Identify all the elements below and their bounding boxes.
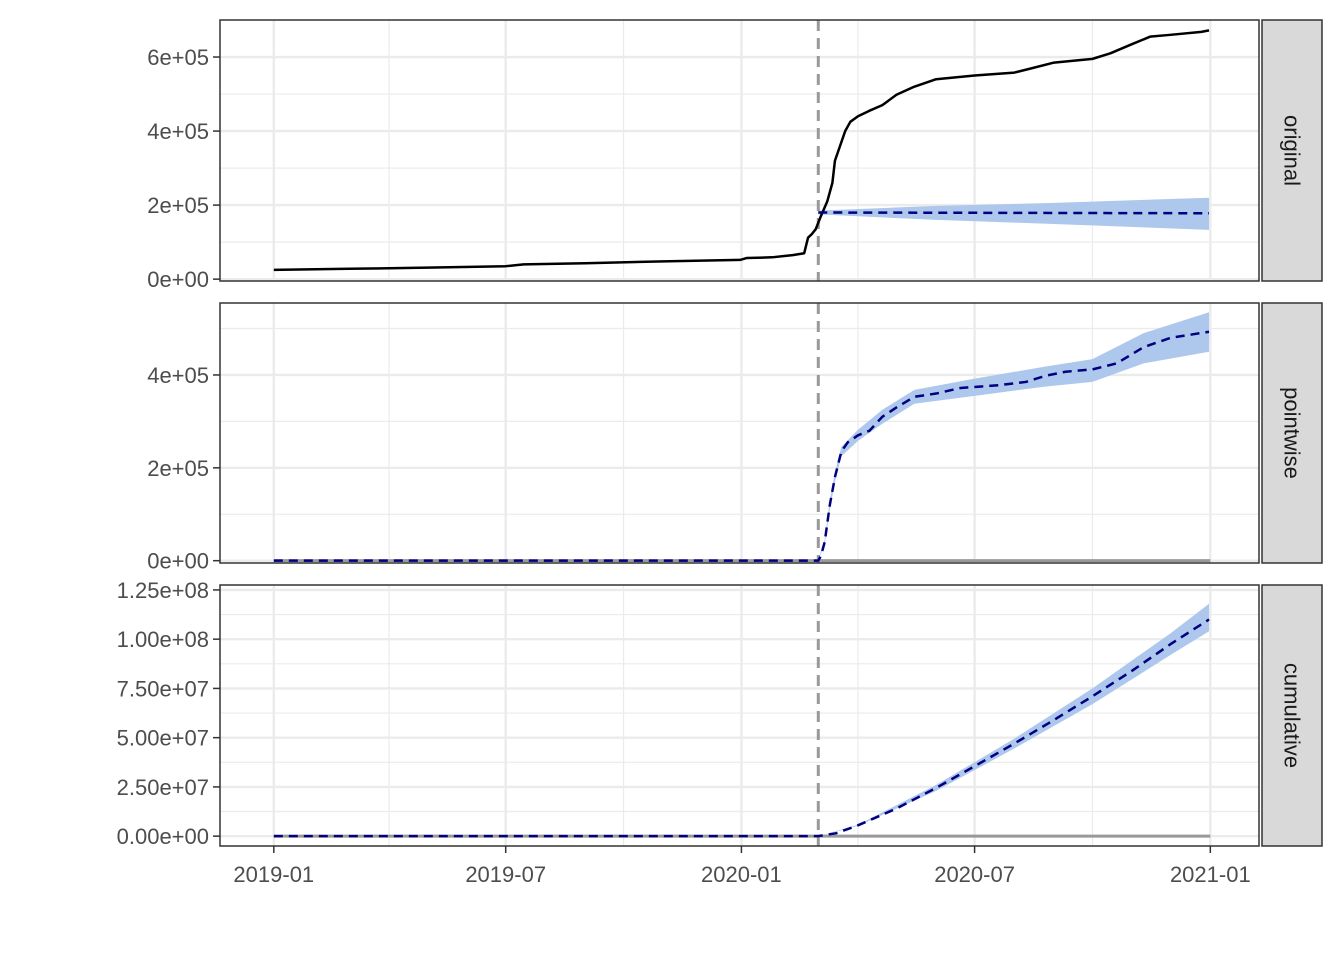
x-tick-label: 2021-01 bbox=[1170, 862, 1251, 887]
facet-strip-label: pointwise bbox=[1280, 387, 1305, 479]
x-tick-label: 2020-01 bbox=[701, 862, 782, 887]
facet-strip bbox=[1261, 302, 1323, 564]
facet-strip-label: cumulative bbox=[1280, 663, 1305, 768]
y-tick-label: 1.25e+08 bbox=[117, 578, 209, 603]
panel-original: 0e+00 2e+05 4e+05 6e+05 original bbox=[147, 19, 1323, 292]
panel-cumulative: 0.00e+00 2.50e+07 5.00e+07 7.50e+07 1.00e+08… bbox=[117, 578, 1323, 849]
y-tick-label: 6e+05 bbox=[147, 45, 209, 70]
y-tick-label: 0e+00 bbox=[147, 549, 209, 574]
facet-strip-label: original bbox=[1280, 115, 1305, 186]
facet-strip bbox=[1261, 584, 1323, 847]
x-tick-label: 2019-07 bbox=[465, 862, 546, 887]
y-tick-label: 2e+05 bbox=[147, 193, 209, 218]
y-tick-label: 0.00e+00 bbox=[117, 824, 209, 849]
y-tick-label: 2e+05 bbox=[147, 456, 209, 481]
facet-strip bbox=[1261, 19, 1323, 282]
panel-pointwise: 0e+00 2e+05 4e+05 pointwise bbox=[147, 302, 1323, 574]
observed-series-line bbox=[273, 29, 1210, 272]
credible-band bbox=[818, 312, 1210, 561]
y-tick-label: 4e+05 bbox=[147, 363, 209, 388]
panel-border bbox=[219, 19, 1260, 282]
panel-border bbox=[219, 302, 1260, 564]
predicted-series-line bbox=[273, 330, 1210, 562]
y-tick-label: 5.00e+07 bbox=[117, 726, 209, 751]
y-tick-label: 1.00e+08 bbox=[117, 627, 209, 652]
panel-border bbox=[219, 584, 1260, 847]
predicted-series-line bbox=[273, 618, 1210, 838]
y-tick-label: 4e+05 bbox=[147, 119, 209, 144]
y-tick-label: 7.50e+07 bbox=[117, 676, 209, 701]
x-tick-label: 2019-01 bbox=[233, 862, 314, 887]
y-tick-label: 2.50e+07 bbox=[117, 775, 209, 800]
predicted-series-line bbox=[818, 211, 1210, 215]
y-tick-label: 0e+00 bbox=[147, 267, 209, 292]
x-tick-label: 2020-07 bbox=[934, 862, 1015, 887]
